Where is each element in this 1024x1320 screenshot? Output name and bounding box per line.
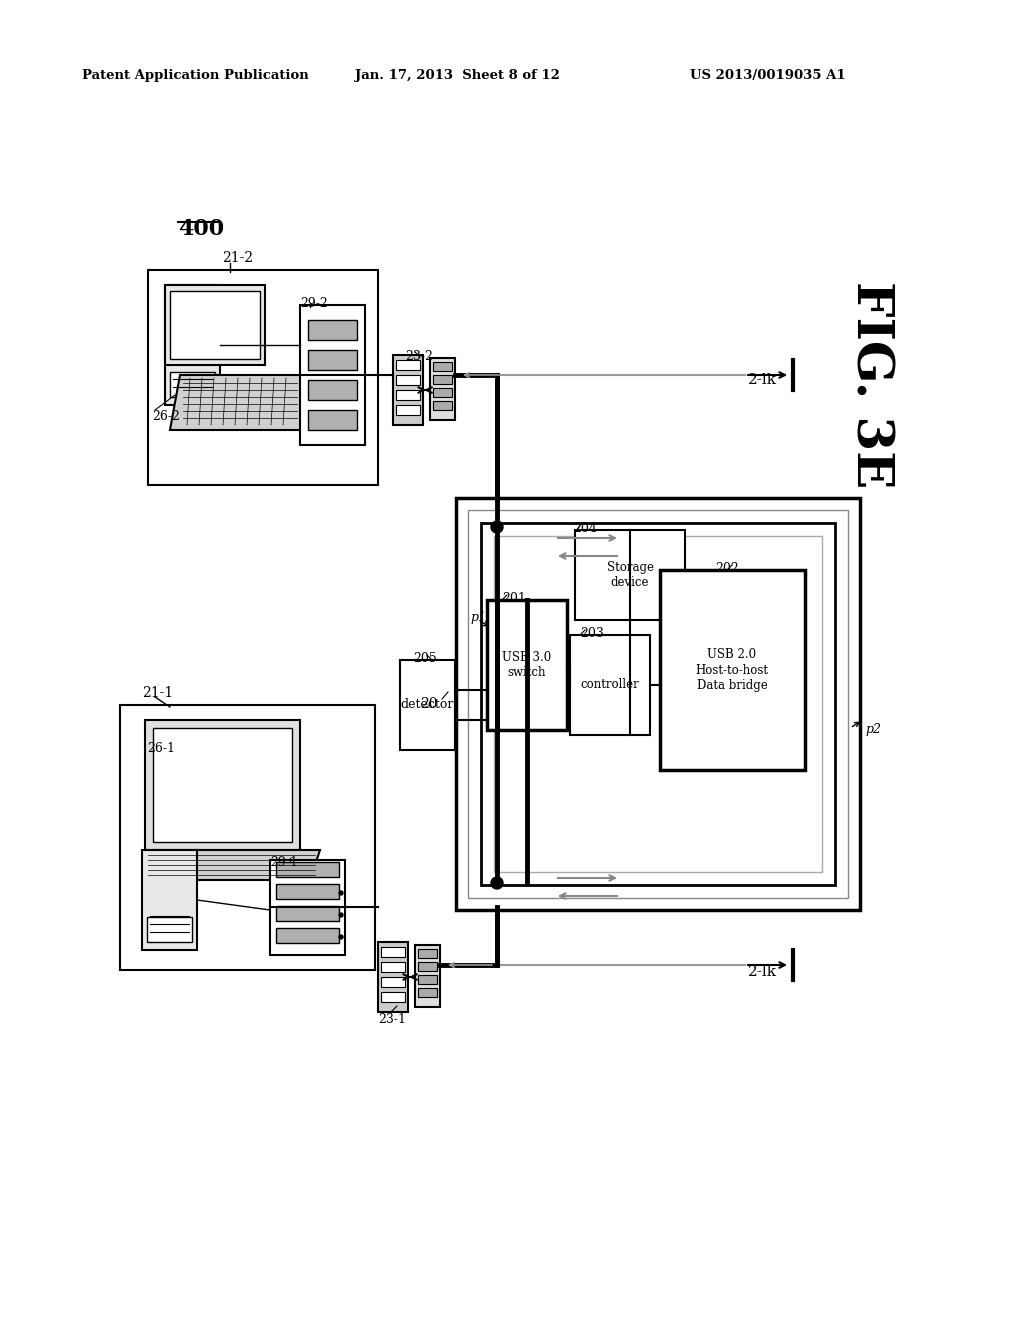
Text: Jan. 17, 2013  Sheet 8 of 12: Jan. 17, 2013 Sheet 8 of 12 (355, 69, 560, 82)
Bar (381, 993, 406, 1002)
Text: 21-2: 21-2 (222, 251, 253, 265)
Bar (415, 945, 440, 1007)
Bar (418, 987, 437, 997)
Text: 26-2: 26-2 (152, 409, 180, 422)
Bar (300, 305, 365, 445)
Text: 2-lk: 2-lk (748, 965, 777, 979)
Polygon shape (170, 375, 310, 430)
Bar (147, 917, 193, 942)
Bar (276, 906, 339, 921)
Text: USB 3.0
switch: USB 3.0 switch (503, 651, 552, 678)
Text: 23-2: 23-2 (406, 350, 433, 363)
Bar (396, 389, 420, 400)
Circle shape (339, 891, 343, 895)
Bar (433, 375, 452, 384)
Text: 203: 203 (580, 627, 604, 640)
Bar (378, 942, 408, 1012)
Text: 29-2: 29-2 (300, 297, 328, 310)
Bar (170, 290, 260, 359)
Circle shape (490, 521, 503, 533)
Bar (456, 498, 860, 909)
Bar (165, 285, 220, 405)
Text: Patent Application Publication: Patent Application Publication (82, 69, 309, 82)
Bar (433, 362, 452, 371)
Bar (145, 719, 300, 850)
Text: 23-1: 23-1 (378, 1012, 406, 1026)
Text: p2: p2 (865, 723, 881, 737)
Bar (170, 372, 215, 397)
Bar (148, 271, 378, 484)
Text: 26-1: 26-1 (147, 742, 175, 755)
Bar (142, 850, 197, 950)
Text: Storage
device: Storage device (606, 561, 653, 589)
Bar (270, 861, 345, 954)
Bar (418, 949, 437, 958)
Bar (494, 536, 822, 873)
Bar (381, 946, 406, 957)
Bar (381, 977, 406, 987)
Bar (308, 411, 357, 430)
Text: 20: 20 (421, 697, 438, 711)
Text: 205: 205 (413, 652, 437, 665)
Bar (393, 355, 423, 425)
Text: controller: controller (581, 678, 639, 692)
Bar (308, 350, 357, 370)
Bar (396, 375, 420, 385)
Bar (276, 928, 339, 942)
Text: detector: detector (400, 698, 454, 711)
Text: 21-1: 21-1 (142, 686, 173, 700)
Bar (400, 660, 455, 750)
Text: 201: 201 (502, 591, 526, 605)
Bar (481, 523, 835, 884)
Bar (120, 705, 375, 970)
Bar (165, 285, 265, 366)
Text: FIG. 3E: FIG. 3E (846, 281, 895, 488)
Bar (660, 570, 805, 770)
Text: 204: 204 (573, 521, 597, 535)
Bar (381, 962, 406, 972)
Polygon shape (145, 850, 319, 880)
Circle shape (490, 876, 503, 888)
Bar (308, 319, 357, 341)
Circle shape (339, 913, 343, 917)
Text: p1: p1 (470, 611, 486, 624)
Circle shape (339, 935, 343, 939)
Text: 400: 400 (178, 218, 224, 240)
Bar (396, 360, 420, 370)
Bar (418, 975, 437, 983)
Bar (153, 729, 292, 842)
Bar (276, 862, 339, 876)
Bar (276, 884, 339, 899)
Text: 2-lk: 2-lk (748, 374, 777, 387)
Bar (468, 510, 848, 898)
Bar (575, 531, 685, 620)
Bar (418, 962, 437, 972)
Bar (396, 405, 420, 414)
Text: US 2013/0019035 A1: US 2013/0019035 A1 (690, 69, 846, 82)
Text: 202: 202 (715, 562, 739, 576)
Bar (308, 380, 357, 400)
Text: USB 2.0
Host-to-host
Data bridge: USB 2.0 Host-to-host Data bridge (695, 648, 768, 692)
Bar (487, 601, 567, 730)
Bar (433, 388, 452, 397)
Bar (433, 401, 452, 411)
Bar (570, 635, 650, 735)
Text: 29-1: 29-1 (270, 855, 298, 869)
Bar (430, 358, 455, 420)
